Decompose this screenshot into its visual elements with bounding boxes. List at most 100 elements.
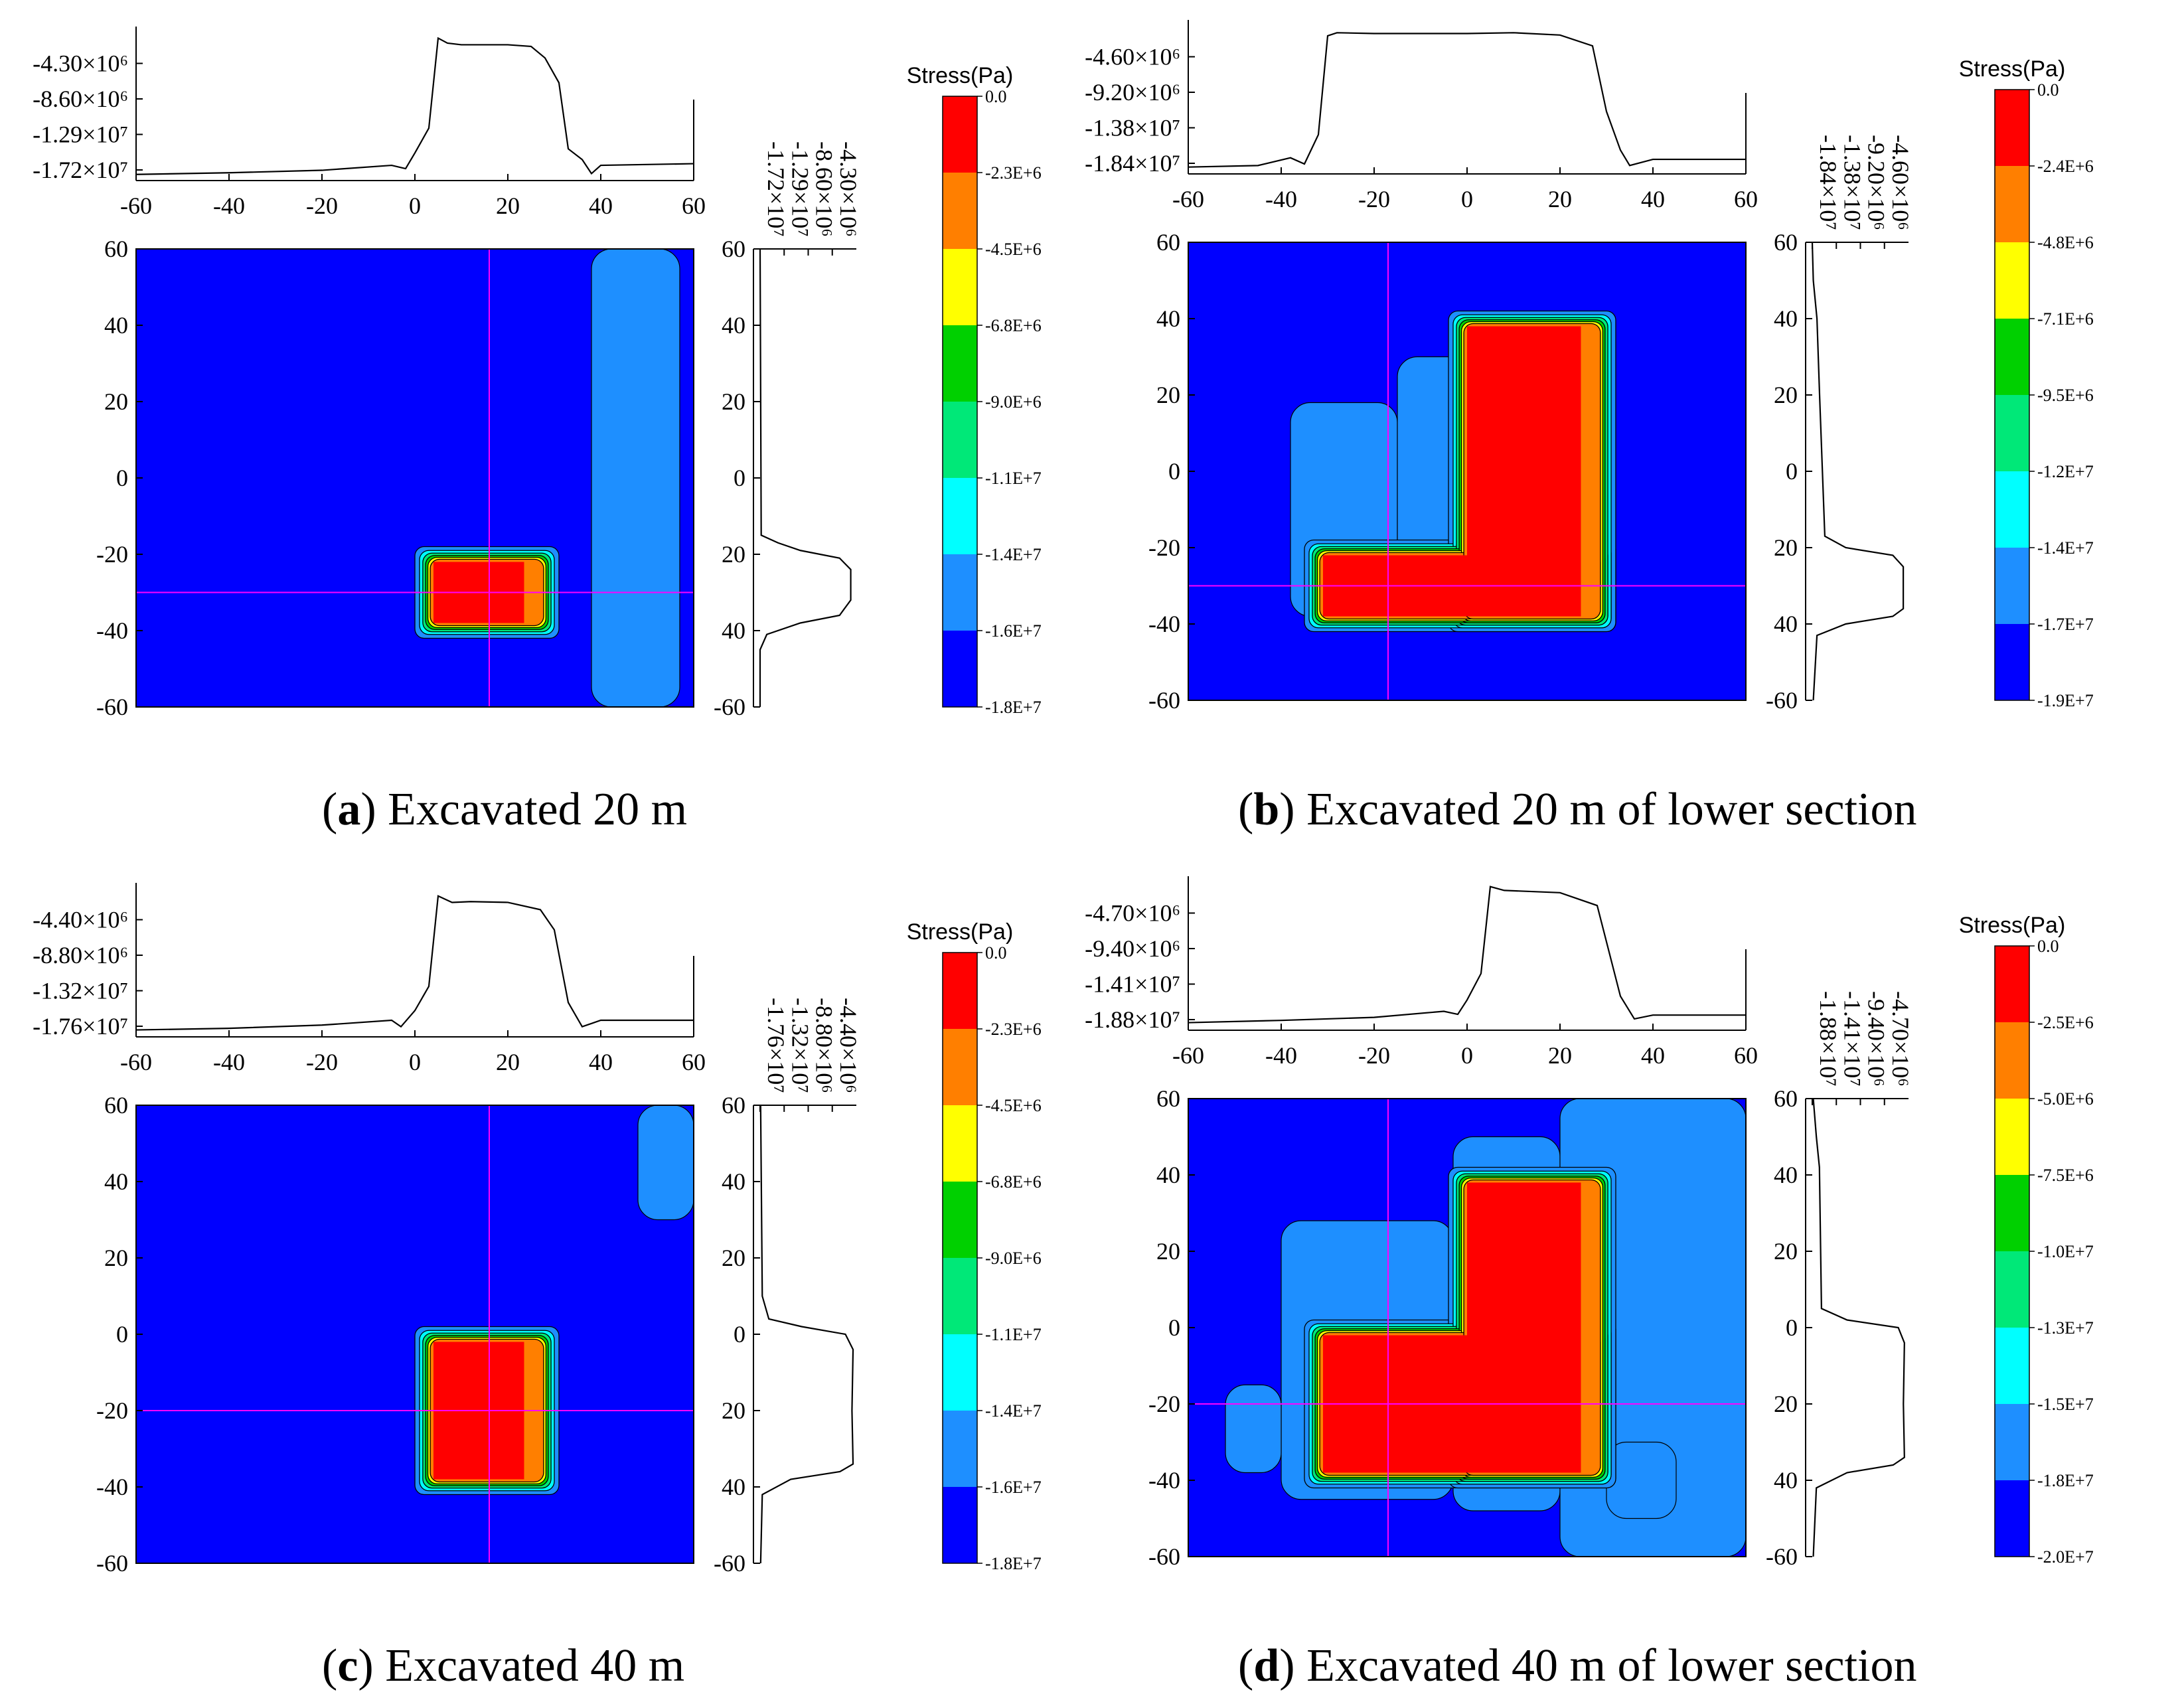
x-tick-label: -20 (1358, 1042, 1390, 1069)
x-tick-label: 40 (589, 193, 613, 219)
colorbar-band-4 (1995, 1251, 2029, 1328)
x-tick-label: 60 (1734, 1042, 1758, 1069)
colorbar-band-2 (943, 249, 977, 325)
x-tick-label: -60 (120, 1049, 152, 1075)
y-tick-label: -60 (96, 1550, 128, 1577)
caption-a: (a) Excavated 20 m (322, 784, 688, 835)
colorbar-label: -1.6E+7 (985, 1478, 1042, 1497)
x-tick-label: 20 (496, 1049, 520, 1075)
colorbar-label: -1.5E+7 (2037, 1395, 2094, 1414)
colorbar-label: -6.8E+6 (985, 1172, 1042, 1192)
colorbar-label: -2.5E+6 (2037, 1013, 2094, 1032)
x-tick-label: 60 (1734, 186, 1758, 212)
colorbar-band-4 (943, 1258, 977, 1334)
colorbar-band-0 (943, 953, 977, 1029)
colorbar-band-1 (943, 173, 977, 249)
y-tick-label: 0 (116, 1321, 128, 1348)
top-profile-tick-label: -1.84×10⁷ (1085, 150, 1180, 177)
colorbar-band-6 (943, 1411, 977, 1487)
colorbar-band-2 (943, 1105, 977, 1182)
x-tick-label: -60 (1172, 186, 1204, 212)
colorbar-label: -2.3E+6 (985, 1020, 1042, 1039)
colorbar-label: -7.5E+6 (2037, 1166, 2094, 1185)
colorbar-label: -1.4E+7 (985, 1401, 1042, 1421)
contour-area (136, 249, 694, 707)
y-tick-label: 0 (116, 465, 128, 491)
y-tick-label: 0 (1168, 458, 1180, 485)
top-profile-tick-label: -4.30×10⁶ (33, 50, 128, 77)
colorbar-label: -1.8E+7 (985, 1554, 1042, 1573)
colorbar-band-0 (1995, 946, 2029, 1022)
y-tick-label: 40 (1156, 305, 1180, 332)
top-profile-tick-label: -1.76×10⁷ (33, 1013, 128, 1040)
colorbar-label: -1.8E+7 (985, 698, 1042, 717)
x-tick-label: -40 (213, 1049, 245, 1075)
colorbar-label: -1.8E+7 (2037, 1471, 2094, 1490)
top-profile-tick-label: -8.60×10⁶ (33, 86, 128, 112)
top-profile-tick-label: -1.29×10⁷ (33, 121, 128, 148)
y-tick-label: 20 (1156, 1238, 1180, 1265)
y-tick-label: 20 (104, 1245, 128, 1271)
y-tick-label: -60 (96, 694, 128, 720)
x-tick-label: -40 (1265, 186, 1297, 212)
caption-b: (b) Excavated 20 m of lower section (1238, 784, 1917, 835)
colorbar-label: 0.0 (985, 87, 1007, 106)
side-y-tick-label: 20 (1774, 1238, 1798, 1265)
contour-area (1188, 242, 1746, 700)
side-y-tick-label: 40 (1774, 1162, 1798, 1188)
x-tick-label: 0 (1461, 1042, 1473, 1069)
y-tick-label: 60 (1156, 229, 1180, 256)
x-tick-label: 0 (409, 1049, 421, 1075)
contour-zone-4 (1606, 1441, 1677, 1519)
side-y-tick-label: -60 (1766, 1543, 1798, 1570)
x-tick-label: -60 (120, 193, 152, 219)
side-stress-profile (1812, 1098, 1905, 1557)
caption-c: (c) Excavated 40 m (322, 1640, 685, 1691)
side-y-tick-label: 0 (734, 1321, 745, 1348)
colorbar-band-7 (1995, 1480, 2029, 1557)
side-y-tick-label: 40 (722, 1168, 745, 1195)
top-stress-profile (135, 895, 694, 1031)
side-profile-tick-label: -4.40×10⁶ (835, 998, 862, 1093)
y-tick-label: 20 (1156, 382, 1180, 408)
colorbar-label: -9.0E+6 (985, 1249, 1042, 1268)
x-tick-label: 60 (682, 1049, 706, 1075)
top-profile-tick-label: -1.88×10⁷ (1085, 1006, 1180, 1033)
colorbar-band-4 (1995, 395, 2029, 471)
side-y-tick-label: 20 (1774, 382, 1798, 408)
side-profile-tick-label: -1.84×10⁷ (1815, 135, 1841, 230)
contour-core-1 (1467, 1182, 1581, 1473)
x-tick-label: 20 (1548, 186, 1572, 212)
colorbar-label: -4.5E+6 (985, 1096, 1042, 1115)
side-stress-profile (759, 1105, 854, 1564)
side-profile-tick-label: -9.40×10⁶ (1863, 991, 1890, 1087)
colorbar-label: 0.0 (2037, 937, 2059, 956)
y-tick-label: -40 (96, 1474, 128, 1500)
side-profile-tick-label: -1.88×10⁷ (1815, 991, 1841, 1087)
top-profile-tick-label: -4.70×10⁶ (1085, 900, 1180, 927)
side-profile-tick-label: -1.32×10⁷ (787, 998, 813, 1093)
y-tick-label: 60 (104, 236, 128, 262)
panel-b: 60 40 20 0 -20 -40 -60 -60 -40 -20 0 20 40 60 -4.60×10… (1085, 20, 2094, 714)
side-y-tick-label: 60 (722, 1092, 745, 1119)
x-tick-label: 0 (409, 193, 421, 219)
contour-core-1 (1467, 326, 1581, 617)
colorbar-label: -1.1E+7 (985, 469, 1042, 488)
colorbar-label: 0.0 (2037, 80, 2059, 100)
y-tick-label: -40 (1148, 611, 1180, 637)
top-profile-tick-label: -8.80×10⁶ (33, 942, 128, 968)
side-profile-tick-label: -9.20×10⁶ (1863, 135, 1890, 230)
x-tick-label: 40 (1641, 186, 1665, 212)
y-tick-label: -20 (1148, 534, 1180, 561)
x-tick-label: -60 (1172, 1042, 1204, 1069)
y-tick-label: 40 (104, 312, 128, 339)
side-profile-tick-label: -1.76×10⁷ (763, 998, 789, 1093)
x-tick-label: 40 (1641, 1042, 1665, 1069)
y-tick-label: 20 (104, 388, 128, 415)
side-stress-profile (759, 248, 852, 707)
colorbar-label: -2.0E+7 (2037, 1547, 2094, 1567)
side-y-tick-label: 60 (1774, 1085, 1798, 1112)
panel-a: 60 40 20 0 -20 -40 -60 -60 -40 -20 0 20 40 60 -4.30×10… (33, 27, 1042, 720)
side-y-tick-label: 40 (1774, 1467, 1798, 1494)
